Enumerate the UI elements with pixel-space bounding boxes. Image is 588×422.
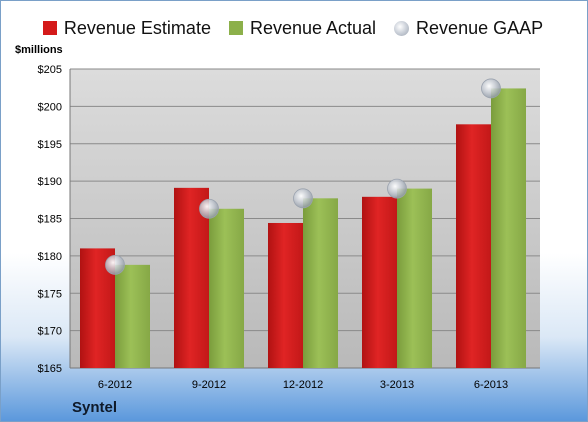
x-tick-label: 6-2013: [474, 379, 508, 391]
bar-revenue-actual: [209, 208, 244, 368]
legend-item-estimate: Revenue Estimate: [42, 17, 211, 39]
x-tick-label: 3-2013: [380, 379, 414, 391]
y-tick-label: $175: [38, 288, 62, 300]
bar-revenue-estimate: [362, 196, 397, 368]
legend-item-gaap: Revenue GAAP: [394, 18, 543, 39]
y-tick-label: $165: [38, 363, 62, 375]
marker-revenue-gaap: [105, 254, 125, 275]
bar-revenue-estimate: [456, 124, 491, 368]
legend-swatch-actual: [228, 21, 243, 35]
bar-revenue-actual: [303, 198, 338, 368]
company-name: Syntel: [72, 399, 118, 416]
x-tick-label: 6-2012: [98, 379, 132, 391]
y-tick-label: $185: [38, 214, 62, 226]
y-tick-label: $170: [38, 326, 62, 338]
y-tick-label: $180: [38, 251, 62, 263]
legend-label-estimate: Revenue Estimate: [63, 17, 211, 38]
bar-revenue-actual: [491, 88, 526, 368]
y-tick-label: $205: [38, 64, 62, 76]
marker-revenue-gaap: [387, 178, 407, 199]
marker-revenue-gaap: [293, 188, 313, 209]
bar-revenue-actual: [115, 264, 150, 368]
legend-marker-gaap: [394, 20, 410, 36]
bar-revenue-estimate: [174, 187, 209, 368]
y-tick-label: $195: [38, 139, 62, 151]
bar-revenue-actual: [397, 188, 432, 368]
marker-revenue-gaap: [481, 78, 501, 99]
legend-label-actual: Revenue Actual: [249, 17, 377, 38]
marker-revenue-gaap: [199, 198, 219, 219]
bar-revenue-estimate: [268, 222, 303, 368]
x-tick-label: 12-2012: [283, 379, 323, 391]
legend-item-actual: Revenue Actual: [228, 17, 377, 39]
legend-label-gaap: Revenue GAAP: [416, 17, 544, 38]
y-tick-label: $200: [38, 101, 62, 113]
y-axis-unit-label: $millions: [15, 44, 63, 56]
x-tick-label: 9-2012: [192, 379, 226, 391]
legend: Revenue Estimate Revenue Actual Revenue …: [1, 15, 588, 41]
y-tick-label: $190: [38, 176, 62, 188]
legend-swatch-estimate: [42, 21, 57, 35]
